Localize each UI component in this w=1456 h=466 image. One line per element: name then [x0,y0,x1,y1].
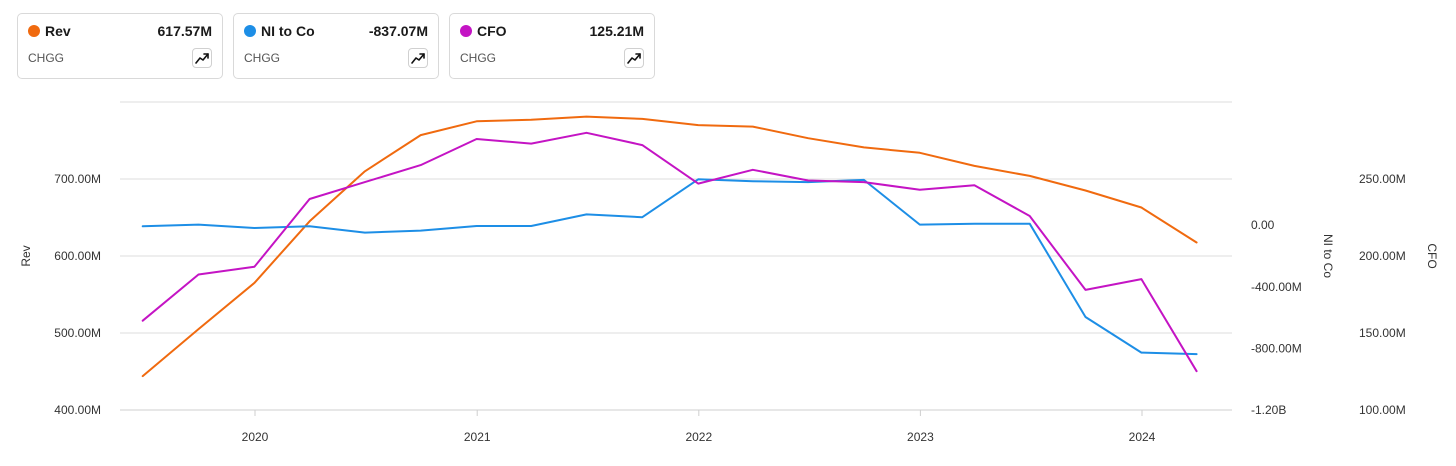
metric-card-cfo[interactable]: CFO 125.21M CHGG [449,13,655,79]
metric-cards: Rev 617.57M CHGG NI to Co -837.07M CHGG [17,13,655,79]
y-tick-label-rev: 500.00M [54,326,101,340]
card-header: Rev 617.57M [28,23,212,39]
axis-title-cfo: CFO [1425,243,1439,268]
card-ticker: CHGG [460,51,496,65]
y-tick-label-ni: -400.00M [1251,280,1302,294]
y-tick-label-cfo: 100.00M [1359,403,1406,417]
x-tick-label: 2021 [464,430,491,444]
series-line-ni-to-co[interactable] [141,178,1198,356]
y-tick-label-rev: 400.00M [54,403,101,417]
trend-icon [627,53,641,64]
series-color-dot [28,25,40,37]
x-tick-label: 2024 [1129,430,1156,444]
card-label: CFO [477,23,507,39]
grid-lines [120,101,1232,411]
card-header: NI to Co -837.07M [244,23,428,39]
y-tick-label-cfo: 250.00M [1359,172,1406,186]
y-tick-label-cfo: 200.00M [1359,249,1406,263]
y-tick-label-rev: 600.00M [54,249,101,263]
y-tick-label-ni: -800.00M [1251,341,1302,355]
series-color-dot [244,25,256,37]
card-label: Rev [45,23,71,39]
series-lines [141,115,1198,378]
y-tick-label-rev: 700.00M [54,172,101,186]
axis-title-rev: Rev [19,245,33,266]
trend-button[interactable] [624,48,644,68]
card-value: 125.21M [589,23,644,39]
y-tick-label-cfo: 150.00M [1359,326,1406,340]
axis-ticks: 2020 2021 2022 2023 2024 400.00M 500.00M 600.00… [19,172,1439,444]
x-tick-label: 2023 [907,430,934,444]
series-line-rev[interactable] [141,115,1198,378]
card-value: -837.07M [368,23,428,39]
trend-button[interactable] [192,48,212,68]
card-header: CFO 125.21M [460,23,644,39]
axis-title-ni: NI to Co [1321,234,1335,278]
x-tick-label: 2020 [242,430,269,444]
series-line-cfo[interactable] [141,131,1198,373]
trend-button[interactable] [408,48,428,68]
card-label: NI to Co [261,23,315,39]
card-ticker: CHGG [244,51,280,65]
card-value: 617.57M [157,23,212,39]
y-tick-label-ni: 0.00 [1251,218,1275,232]
card-ticker: CHGG [28,51,64,65]
series-color-dot [460,25,472,37]
x-tick-label: 2022 [685,430,712,444]
metric-card-rev[interactable]: Rev 617.57M CHGG [17,13,223,79]
metric-card-ni-to-co[interactable]: NI to Co -837.07M CHGG [233,13,439,79]
trend-icon [411,53,425,64]
trend-icon [195,53,209,64]
y-tick-label-ni: -1.20B [1251,403,1286,417]
